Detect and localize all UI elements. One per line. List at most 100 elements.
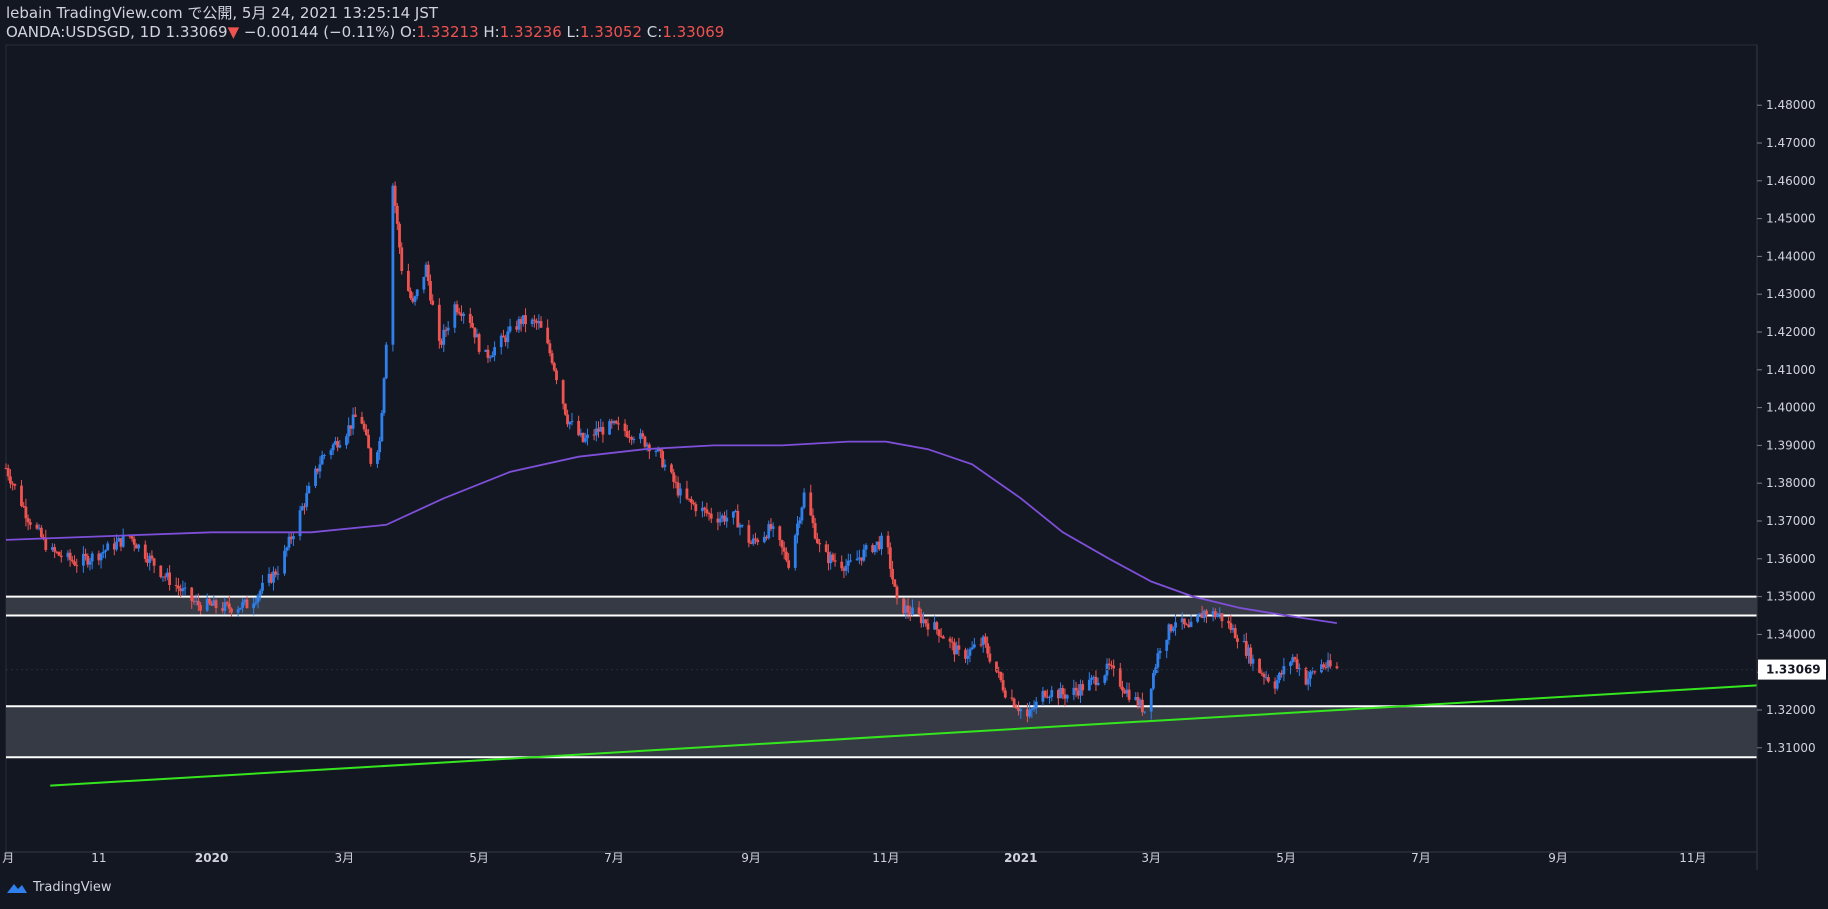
candle-280 <box>871 543 875 554</box>
candle-body <box>292 536 295 540</box>
candle-39 <box>121 528 125 548</box>
price-axis[interactable]: 1.48000 1.47000 1.46000 1.45000 1.44000 1.430… <box>1757 98 1816 755</box>
candle-body <box>1231 628 1235 630</box>
candle-body <box>754 538 757 540</box>
candle-body <box>1295 659 1299 670</box>
candle-150 <box>468 307 472 329</box>
candle-108 <box>336 436 340 452</box>
x-tick-label: 5月 <box>469 851 489 865</box>
candle-body <box>429 281 432 301</box>
candle-243 <box>754 532 757 545</box>
candle-269 <box>833 552 837 567</box>
candle-body <box>9 476 12 484</box>
candle-335 <box>1041 686 1045 706</box>
candle-351 <box>1090 674 1093 686</box>
candle-body <box>747 525 751 543</box>
candle-body <box>1041 690 1045 702</box>
candle-body <box>73 561 76 566</box>
candle-body <box>654 451 658 453</box>
candle-282 <box>875 541 879 553</box>
candle-316 <box>981 634 985 653</box>
candle-body <box>415 289 419 297</box>
candle-body <box>842 568 846 571</box>
candle-body <box>353 414 357 417</box>
candle-body <box>115 541 118 550</box>
candle-body <box>68 552 72 560</box>
candle-body <box>888 547 892 569</box>
candle-235 <box>731 511 735 525</box>
candle-352 <box>1092 675 1096 684</box>
candle-body <box>955 645 959 655</box>
candle-254 <box>787 553 791 570</box>
candle-body <box>22 505 26 507</box>
candle-body <box>1136 697 1140 707</box>
candle-body <box>119 538 123 547</box>
candle-212 <box>659 447 662 458</box>
candle-34 <box>106 541 110 551</box>
candle-427 <box>1324 662 1328 671</box>
candle-120 <box>376 450 379 469</box>
candle-7 <box>24 498 28 527</box>
candle-body <box>1174 622 1177 628</box>
candle-365 <box>1134 692 1138 701</box>
candle-180 <box>561 379 565 410</box>
candle-38 <box>119 537 123 552</box>
candle-body <box>1311 671 1315 673</box>
candle-body <box>984 636 987 644</box>
candle-body <box>548 343 552 354</box>
candle-body <box>643 436 647 447</box>
candle-body <box>44 537 48 550</box>
candle-42 <box>132 536 136 552</box>
candle-292 <box>906 598 910 619</box>
brand-label: TradingView <box>33 880 112 895</box>
candle-25 <box>81 546 85 573</box>
candle-body <box>269 573 273 583</box>
candle-51 <box>161 576 165 582</box>
candle-92 <box>287 531 291 551</box>
symbol-label[interactable]: OANDA:USDSGD, 1D <box>6 23 161 41</box>
x-tick-label: 9月 <box>741 851 761 865</box>
candle-body <box>997 671 1001 673</box>
candle-body <box>906 605 910 613</box>
footer-brand[interactable]: TradingView <box>6 880 112 895</box>
candle-271 <box>842 566 846 579</box>
candle-213 <box>661 447 665 469</box>
candle-body <box>471 323 474 328</box>
candle-body <box>409 290 412 299</box>
candles-layer <box>4 181 1339 723</box>
candle-body <box>331 444 335 451</box>
candle-290 <box>902 598 906 615</box>
candle-350 <box>1087 672 1091 691</box>
candle-body <box>555 370 558 381</box>
support-trendline[interactable] <box>50 684 1758 787</box>
candle-body <box>581 432 585 442</box>
candle-body <box>59 555 63 558</box>
candle-body <box>1138 699 1142 707</box>
x-tick-label: 3月 <box>334 851 354 865</box>
candle-391 <box>1213 608 1217 620</box>
candle-body <box>641 433 645 437</box>
candle-body <box>1076 690 1080 696</box>
candle-body <box>833 560 837 562</box>
candle-body <box>1121 686 1124 691</box>
candle-body <box>384 344 388 379</box>
time-axis[interactable]: 月 11 2020 3月 5月 7月 9月 11月 2021 3月 5月 7月 9月 11月 <box>2 851 1706 865</box>
candle-375 <box>1165 639 1169 659</box>
candle-body <box>827 551 830 564</box>
candle-body <box>705 509 709 514</box>
candle-body <box>462 313 466 316</box>
candle-385 <box>1196 613 1200 624</box>
candle-230 <box>716 512 720 531</box>
candle-body <box>314 468 317 486</box>
candle-body <box>177 586 180 589</box>
candle-193 <box>599 418 603 432</box>
candle-body <box>51 547 54 550</box>
candle-body <box>570 420 574 423</box>
zone-0 <box>6 596 1757 616</box>
candle-body <box>785 551 788 561</box>
candle-281 <box>873 545 877 555</box>
candle-85 <box>267 567 271 587</box>
x-tick-label: 11月 <box>872 851 899 865</box>
low-label: L: <box>566 23 580 41</box>
